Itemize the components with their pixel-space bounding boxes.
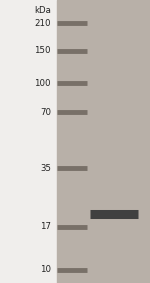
Bar <box>57 0 150 283</box>
Text: 10: 10 <box>40 265 51 274</box>
Text: 17: 17 <box>40 222 51 231</box>
Text: 100: 100 <box>34 79 51 88</box>
Text: 210: 210 <box>34 19 51 28</box>
Text: 150: 150 <box>34 46 51 55</box>
Text: kDa: kDa <box>34 6 51 15</box>
Text: 70: 70 <box>40 108 51 117</box>
Text: 35: 35 <box>40 164 51 173</box>
